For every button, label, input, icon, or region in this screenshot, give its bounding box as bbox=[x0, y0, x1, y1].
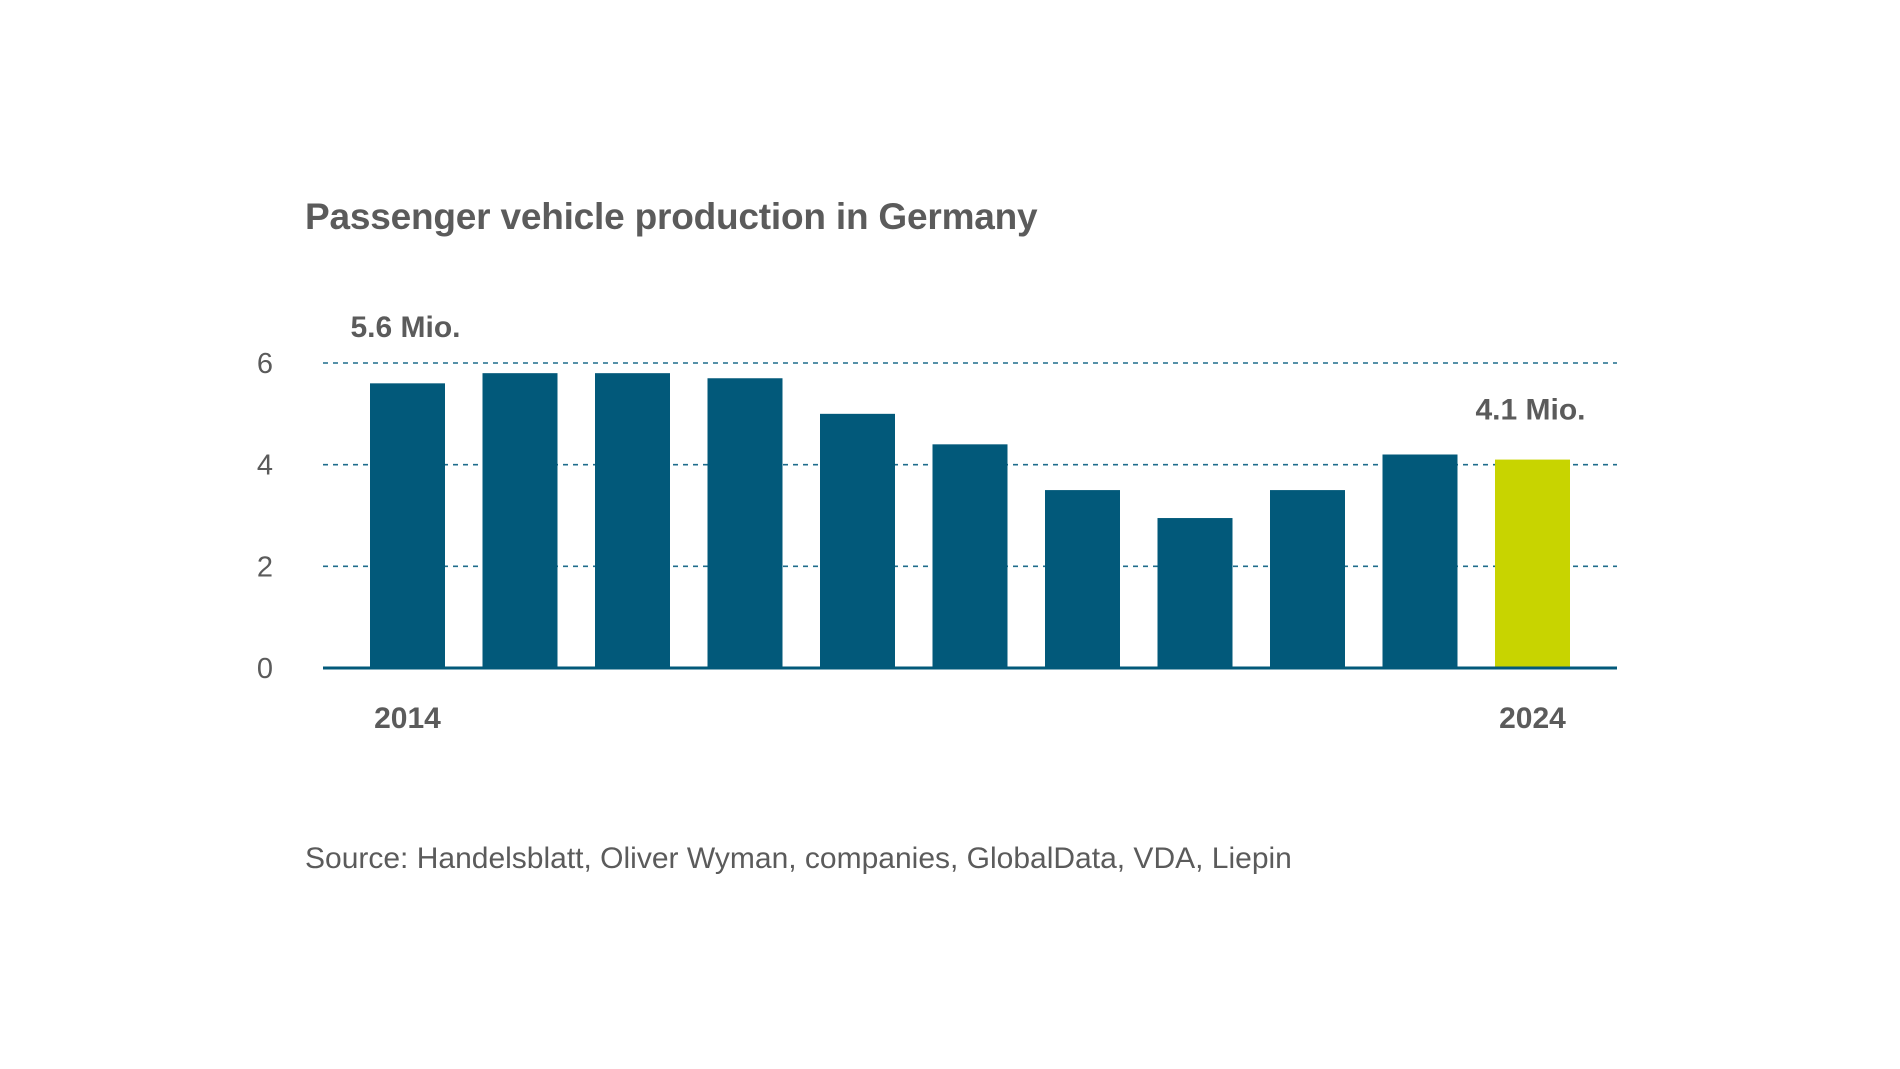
bar-2023 bbox=[1382, 454, 1458, 668]
data-label-2014: 5.6 Mio. bbox=[350, 311, 460, 344]
source-note: Source: Handelsblatt, Oliver Wyman, comp… bbox=[305, 842, 1292, 875]
bars bbox=[370, 373, 1570, 668]
y-tick-label-4: 4 bbox=[257, 450, 273, 482]
y-tick-label-0: 0 bbox=[257, 653, 273, 685]
bar-2024 bbox=[1495, 459, 1570, 668]
x-tick-label-2014: 2014 bbox=[374, 702, 441, 735]
bar-2014 bbox=[370, 383, 445, 668]
bar-2017 bbox=[707, 378, 783, 668]
y-axis-ticks: 0 2 4 6 bbox=[257, 348, 273, 685]
bar-2020 bbox=[1045, 490, 1120, 668]
bar-2022 bbox=[1270, 490, 1345, 668]
bar-2015 bbox=[482, 373, 558, 668]
data-label-2024: 4.1 Mio. bbox=[1475, 394, 1585, 427]
annotations: 5.6 Mio. 4.1 Mio. bbox=[350, 311, 1585, 427]
bar-2021 bbox=[1157, 518, 1233, 668]
chart-title: Passenger vehicle production in Germany bbox=[305, 196, 1038, 237]
y-tick-label-6: 6 bbox=[257, 348, 273, 380]
bar-2019 bbox=[932, 444, 1008, 668]
x-tick-label-2024: 2024 bbox=[1499, 702, 1566, 735]
bar-2016 bbox=[595, 373, 670, 668]
bar-2018 bbox=[820, 413, 895, 668]
y-tick-label-2: 2 bbox=[257, 551, 273, 583]
x-axis-ticks: 2014 2024 bbox=[374, 702, 1566, 735]
